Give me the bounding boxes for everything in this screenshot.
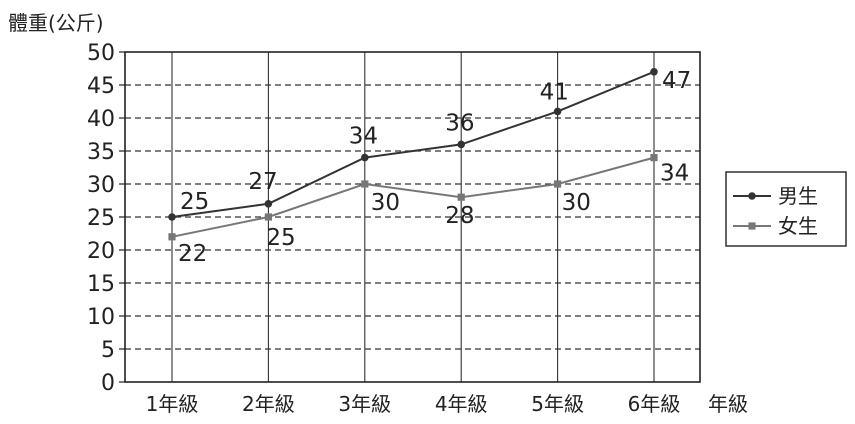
y-tick-label: 0 bbox=[101, 371, 115, 396]
series-line bbox=[171, 70, 655, 218]
x-tick-label: 2年級 bbox=[242, 392, 295, 416]
data-point bbox=[553, 107, 562, 116]
y-tick-label: 45 bbox=[87, 74, 115, 99]
data-point bbox=[554, 180, 562, 188]
y-axis-ticks: 0 5 10 15 20 25 30 35 40 45 50 bbox=[87, 41, 125, 396]
data-label: 34 bbox=[349, 124, 378, 150]
x-axis-ticks: 1年級 2年級 3年級 4年級 5年級 6年級 bbox=[146, 392, 681, 416]
legend-marker bbox=[748, 192, 756, 200]
data-point bbox=[361, 180, 369, 188]
data-label: 34 bbox=[660, 161, 689, 187]
data-label: 41 bbox=[540, 79, 569, 105]
legend-box bbox=[725, 171, 847, 247]
series-girls: 22 25 30 28 30 34 bbox=[168, 154, 689, 267]
data-point bbox=[650, 68, 658, 76]
data-point bbox=[457, 140, 466, 149]
series-boys: 25 27 34 36 41 47 bbox=[168, 68, 691, 221]
legend-marker bbox=[748, 222, 756, 230]
y-tick-label: 20 bbox=[87, 239, 115, 264]
data-point bbox=[264, 213, 272, 221]
x-tick-label: 5年級 bbox=[531, 392, 584, 416]
grid-lines bbox=[125, 52, 700, 382]
data-point bbox=[650, 154, 658, 162]
data-point bbox=[168, 213, 176, 221]
series-layer: 25 27 34 36 41 47 22 25 30 28 30 34 bbox=[168, 68, 691, 267]
y-tick-label: 10 bbox=[87, 305, 115, 330]
data-label: 25 bbox=[266, 225, 295, 251]
y-tick-label: 40 bbox=[87, 107, 115, 132]
data-label: 47 bbox=[662, 68, 691, 94]
y-tick-label: 30 bbox=[87, 173, 115, 198]
data-point bbox=[264, 200, 273, 208]
series-line bbox=[171, 156, 655, 238]
data-label: 28 bbox=[445, 203, 474, 229]
plot-frame bbox=[124, 51, 701, 383]
x-axis-title: 年級 bbox=[708, 392, 748, 416]
y-tick-label: 50 bbox=[87, 41, 115, 66]
y-axis-title: 體重(公斤) bbox=[8, 11, 104, 35]
data-label: 30 bbox=[562, 190, 591, 216]
x-tick-label: 4年級 bbox=[435, 392, 488, 416]
y-tick-label: 5 bbox=[101, 338, 115, 363]
legend-label: 男生 bbox=[778, 184, 818, 208]
data-point bbox=[457, 193, 465, 201]
x-tick-label: 6年級 bbox=[628, 392, 681, 416]
data-point bbox=[168, 233, 176, 241]
data-label: 36 bbox=[445, 110, 474, 136]
y-tick-label: 25 bbox=[87, 206, 115, 231]
y-tick-label: 35 bbox=[87, 140, 115, 165]
data-point bbox=[361, 153, 369, 162]
x-tick-label: 3年級 bbox=[338, 392, 391, 416]
data-label: 25 bbox=[180, 189, 209, 215]
y-tick-label: 15 bbox=[87, 272, 115, 297]
data-label: 27 bbox=[248, 169, 277, 195]
x-tick-label: 1年級 bbox=[146, 392, 199, 416]
data-label: 30 bbox=[371, 190, 400, 216]
legend-label: 女生 bbox=[778, 214, 818, 238]
data-label: 22 bbox=[178, 241, 207, 267]
